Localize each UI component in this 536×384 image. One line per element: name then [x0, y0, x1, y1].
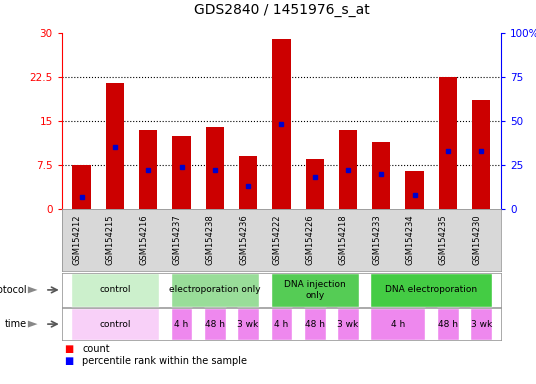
Bar [71, 273, 159, 307]
Text: GSM154215: GSM154215 [106, 214, 115, 265]
Text: GSM154236: GSM154236 [239, 214, 248, 265]
Text: percentile rank within the sample: percentile rank within the sample [82, 356, 247, 366]
Text: 3 wk: 3 wk [237, 319, 259, 329]
Text: GSM154233: GSM154233 [373, 214, 381, 265]
Text: GSM154226: GSM154226 [306, 214, 315, 265]
Bar [170, 308, 192, 340]
Text: GSM154235: GSM154235 [439, 214, 448, 265]
Bar [337, 308, 359, 340]
Bar [271, 273, 359, 307]
Text: control: control [99, 319, 131, 329]
Text: GSM154230: GSM154230 [472, 214, 481, 265]
Text: electroporation only: electroporation only [169, 285, 260, 295]
Bar [173, 136, 191, 209]
Text: protocol: protocol [0, 285, 27, 295]
Text: count: count [82, 344, 110, 354]
Bar [304, 308, 325, 340]
Bar [71, 308, 159, 340]
Bar [139, 130, 158, 209]
Bar [204, 308, 226, 340]
Text: time: time [5, 319, 27, 329]
Text: GSM154234: GSM154234 [406, 214, 414, 265]
Bar [306, 159, 324, 209]
Bar [472, 100, 490, 209]
Bar [339, 130, 357, 209]
Text: 48 h: 48 h [304, 319, 325, 329]
Text: GDS2840 / 1451976_s_at: GDS2840 / 1451976_s_at [193, 3, 369, 17]
Text: DNA electroporation: DNA electroporation [385, 285, 477, 295]
Text: GSM154212: GSM154212 [72, 214, 81, 265]
Text: GSM154222: GSM154222 [272, 214, 281, 265]
Text: GSM154218: GSM154218 [339, 214, 348, 265]
Bar [237, 308, 259, 340]
Text: 48 h: 48 h [438, 319, 458, 329]
Bar [206, 127, 224, 209]
Text: 3 wk: 3 wk [337, 319, 359, 329]
Bar [372, 142, 390, 209]
Text: DNA injection
only: DNA injection only [284, 280, 346, 300]
Text: GSM154238: GSM154238 [206, 214, 215, 265]
Text: 48 h: 48 h [205, 319, 225, 329]
Bar [106, 83, 124, 209]
Bar [405, 171, 424, 209]
Text: 4 h: 4 h [274, 319, 288, 329]
Bar [272, 38, 291, 209]
Bar [370, 273, 492, 307]
Text: 4 h: 4 h [174, 319, 189, 329]
Bar [239, 156, 257, 209]
Bar [437, 308, 459, 340]
Text: ■: ■ [64, 344, 73, 354]
Text: ■: ■ [64, 356, 73, 366]
Bar [370, 308, 426, 340]
Bar [72, 165, 91, 209]
Bar [439, 77, 457, 209]
Text: 4 h: 4 h [391, 319, 405, 329]
Bar [170, 273, 259, 307]
Text: GSM154237: GSM154237 [173, 214, 182, 265]
Text: 3 wk: 3 wk [471, 319, 492, 329]
Text: control: control [99, 285, 131, 295]
Text: GSM154216: GSM154216 [139, 214, 148, 265]
Bar [471, 308, 492, 340]
Bar [271, 308, 292, 340]
